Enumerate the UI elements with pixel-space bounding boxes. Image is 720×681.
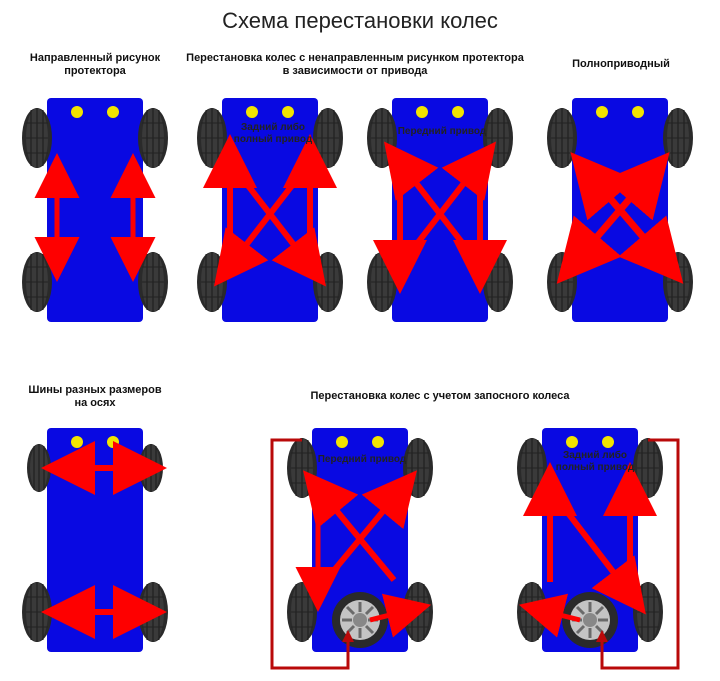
sublabel-rear-awd: Задний либополный привод [228,122,318,145]
label-nondirectional: Перестановка колес с ненаправленным рису… [180,52,530,77]
panel-directional [22,98,168,322]
label-spare: Перестановка колес с учетом запосного ко… [260,390,620,403]
panel-diffsize [22,428,168,652]
label-directional: Направленный рисунокпротектора [20,52,170,77]
sublabel-front: Передний привод [392,126,492,138]
sublabel-spare-front: Передний привод [312,454,412,466]
sublabel-spare-rear: Задний либополный привод [550,450,640,473]
panel-allwheel [547,98,693,322]
diagram-svg [0,0,720,681]
label-allwheel: Полноприводный [556,58,686,71]
label-diffsize: Шины разных размеровна осях [20,384,170,409]
